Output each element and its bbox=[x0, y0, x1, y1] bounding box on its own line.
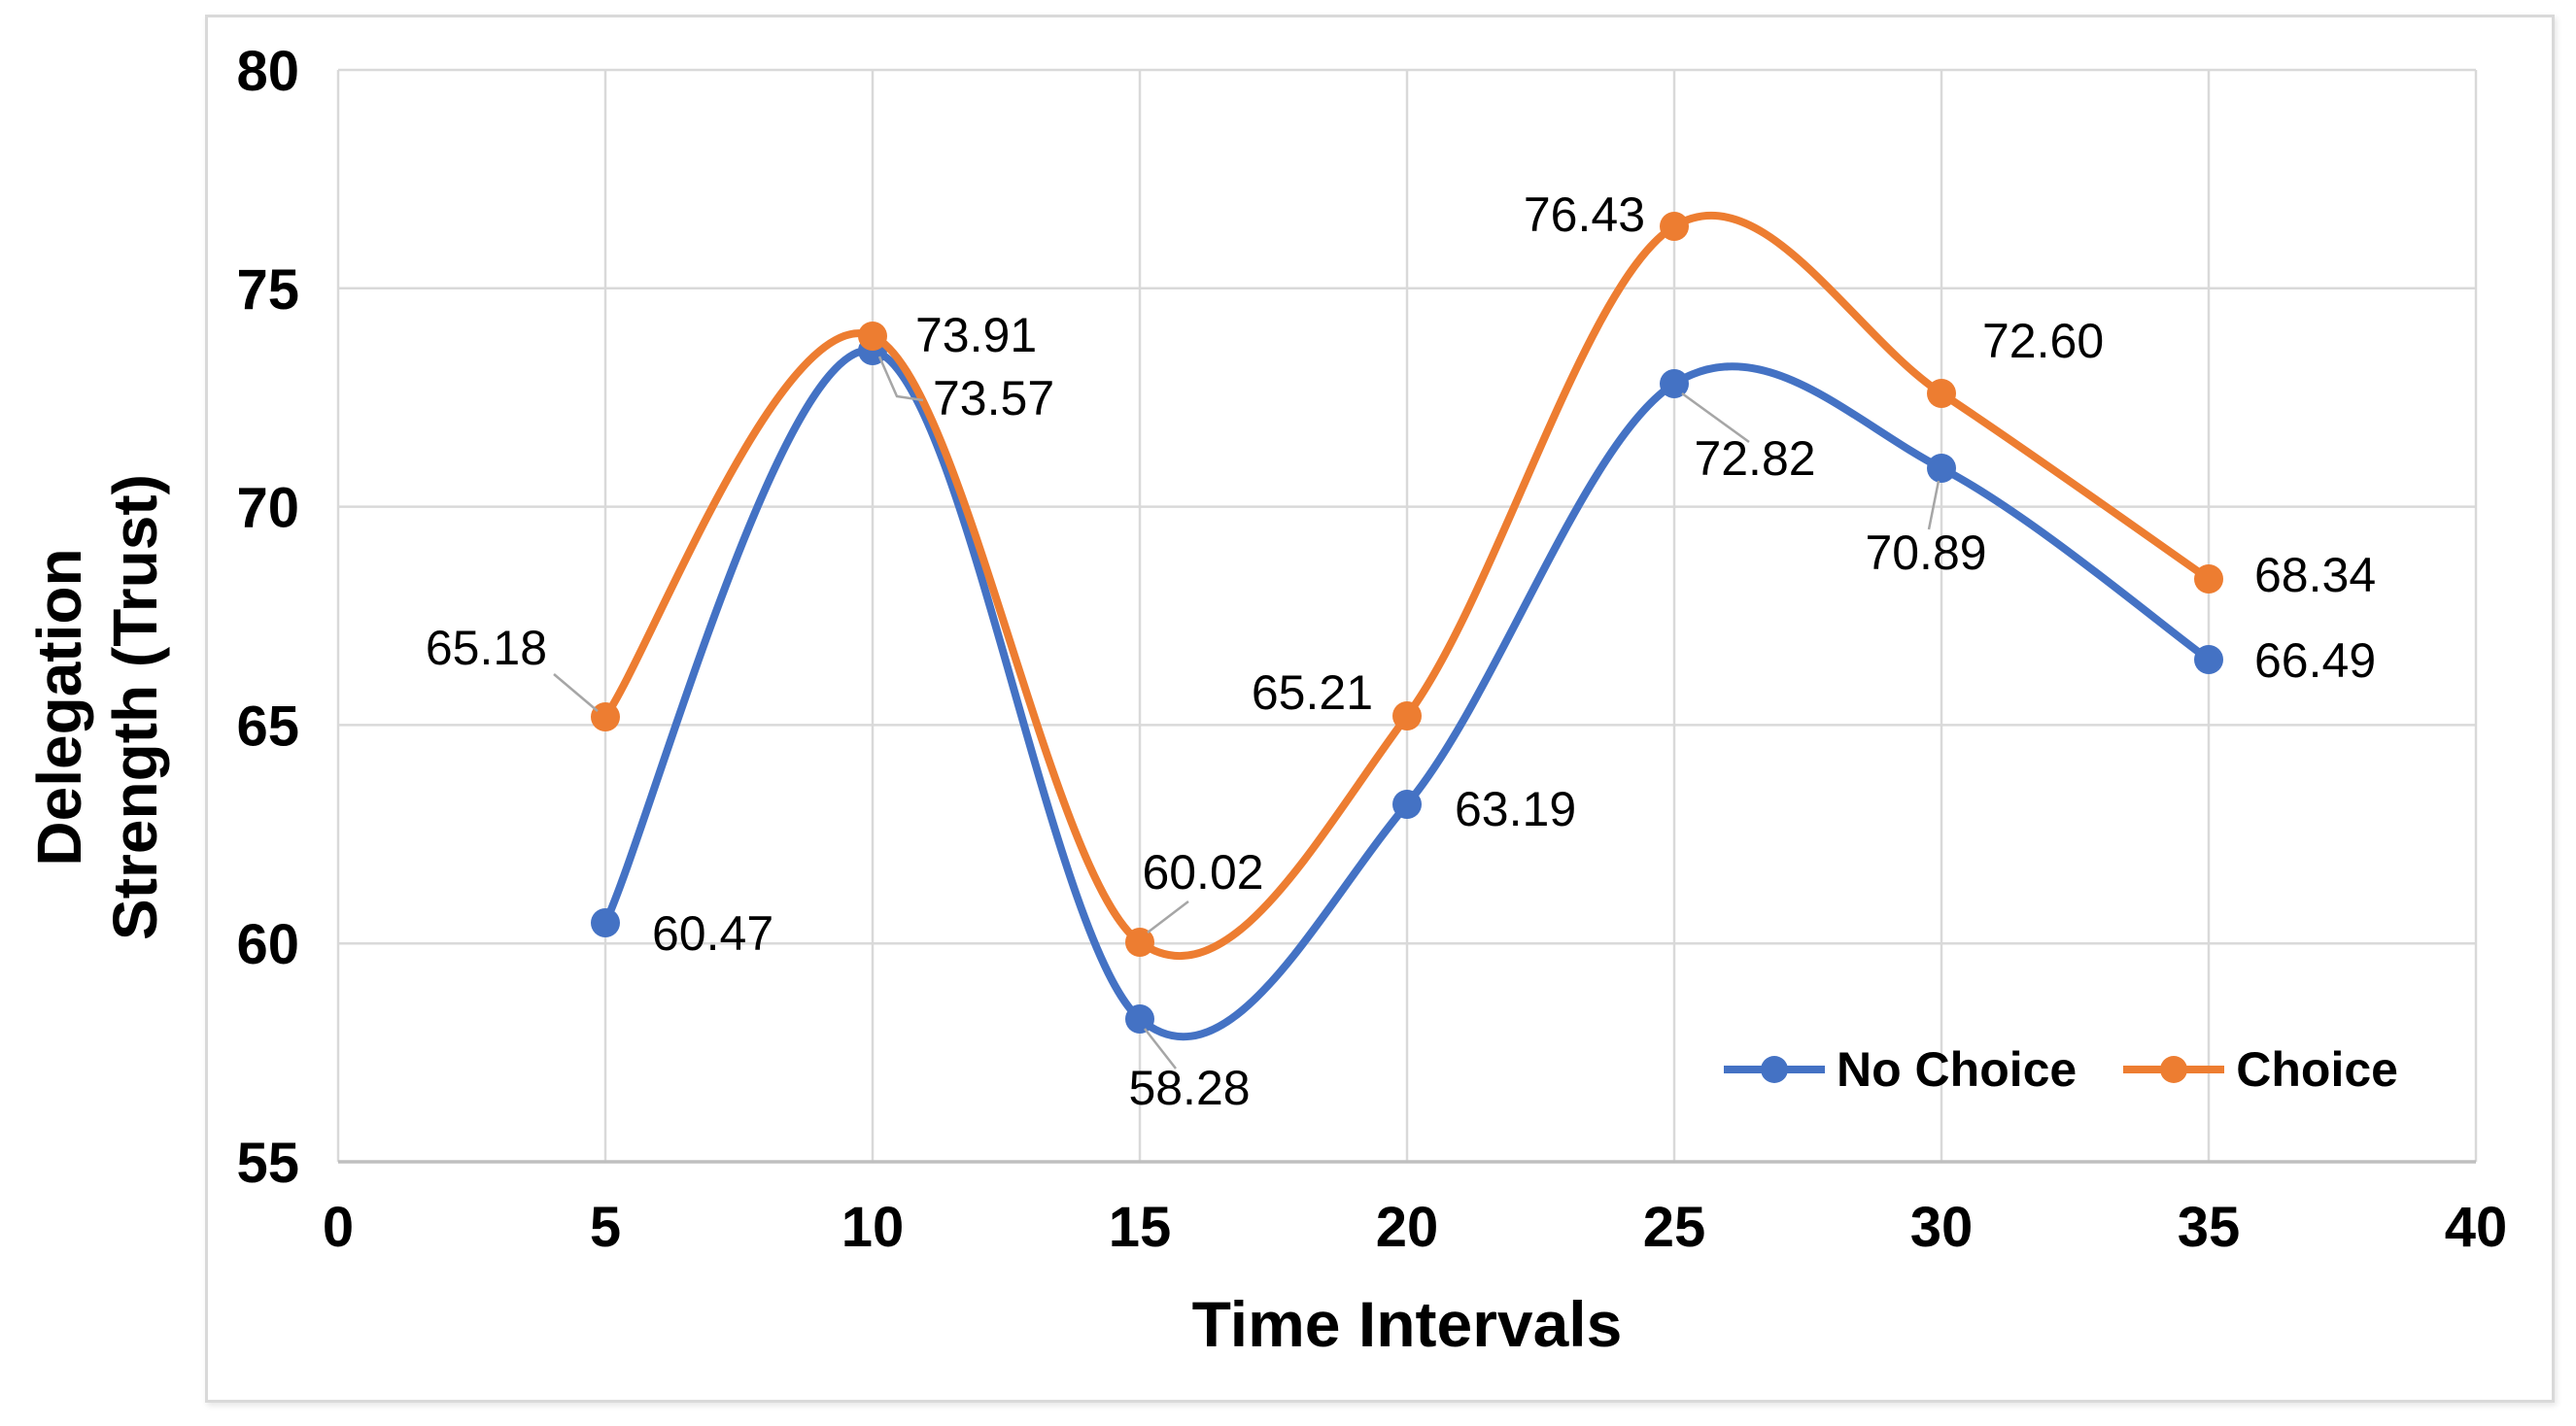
label-leader-line bbox=[877, 356, 924, 402]
data-point-no-choice bbox=[1125, 1004, 1154, 1034]
y-axis-title-line2: Strength (Trust) bbox=[100, 474, 170, 940]
label-leader-line bbox=[1927, 480, 1941, 530]
x-tick-label: 40 bbox=[2445, 1196, 2508, 1259]
x-axis-title: Time Intervals bbox=[1191, 1288, 1623, 1360]
series-line-no-choice bbox=[601, 346, 2213, 1040]
x-tick-label: 20 bbox=[1376, 1196, 1439, 1259]
data-label-choice: 65.21 bbox=[1252, 665, 1373, 720]
x-tick-label: 5 bbox=[590, 1196, 621, 1259]
data-label-choice: 73.91 bbox=[915, 308, 1037, 362]
y-tick-label: 75 bbox=[236, 258, 299, 322]
x-tick-label: 25 bbox=[1643, 1196, 1706, 1259]
y-tick-label: 65 bbox=[236, 695, 299, 758]
legend-marker-no-choice bbox=[1724, 1056, 1825, 1083]
data-point-choice bbox=[591, 702, 620, 731]
data-label-choice: 60.02 bbox=[1142, 845, 1263, 900]
data-label-choice: 68.34 bbox=[2254, 548, 2376, 602]
data-point-no-choice bbox=[1927, 454, 1956, 483]
data-label-no-choice: 63.19 bbox=[1455, 782, 1576, 836]
data-point-choice bbox=[858, 322, 887, 351]
data-label-no-choice: 66.49 bbox=[2254, 633, 2376, 688]
data-label-no-choice: 72.82 bbox=[1694, 431, 1815, 486]
legend: No Choice Choice bbox=[1722, 1036, 2398, 1103]
data-label-no-choice: 58.28 bbox=[1128, 1061, 1250, 1115]
legend-label-no-choice: No Choice bbox=[1837, 1042, 2078, 1097]
legend-item-no-choice: No Choice bbox=[1722, 1041, 2077, 1098]
data-label-choice: 65.18 bbox=[426, 621, 547, 675]
data-point-choice bbox=[2194, 564, 2223, 594]
data-label-choice: 76.43 bbox=[1524, 187, 1645, 242]
x-tick-label: 35 bbox=[2178, 1196, 2241, 1259]
x-tick-label: 30 bbox=[1910, 1196, 1974, 1259]
y-tick-label: 60 bbox=[236, 913, 299, 976]
y-tick-label: 70 bbox=[236, 477, 299, 540]
x-tick-label: 10 bbox=[841, 1196, 905, 1259]
x-tick-label: 0 bbox=[323, 1196, 354, 1259]
data-point-no-choice bbox=[1660, 369, 1689, 398]
legend-item-choice: Choice bbox=[2121, 1041, 2398, 1098]
data-point-choice bbox=[1392, 701, 1422, 730]
data-point-choice bbox=[1125, 928, 1154, 957]
data-label-no-choice: 60.47 bbox=[652, 906, 773, 961]
y-axis-title: Delegation Strength (Trust) bbox=[21, 474, 173, 940]
label-leader-line bbox=[553, 673, 599, 712]
data-point-no-choice bbox=[591, 908, 620, 937]
legend-label-choice: Choice bbox=[2236, 1042, 2398, 1097]
y-axis-title-line1: Delegation bbox=[24, 548, 94, 866]
data-point-choice bbox=[1660, 212, 1689, 241]
data-point-no-choice bbox=[1392, 790, 1422, 819]
data-label-no-choice: 70.89 bbox=[1865, 526, 1986, 580]
data-point-no-choice bbox=[2194, 645, 2223, 674]
label-leader-line bbox=[1681, 391, 1750, 444]
data-point-choice bbox=[1927, 379, 1956, 408]
label-leader-line bbox=[1144, 1028, 1177, 1070]
y-tick-label: 80 bbox=[236, 40, 299, 103]
y-tick-label: 55 bbox=[236, 1132, 299, 1195]
x-tick-label: 15 bbox=[1109, 1196, 1172, 1259]
data-label-no-choice: 73.57 bbox=[933, 371, 1054, 425]
data-label-choice: 72.60 bbox=[1982, 314, 2104, 368]
legend-marker-choice bbox=[2123, 1056, 2225, 1083]
label-leader-line bbox=[1147, 900, 1189, 934]
